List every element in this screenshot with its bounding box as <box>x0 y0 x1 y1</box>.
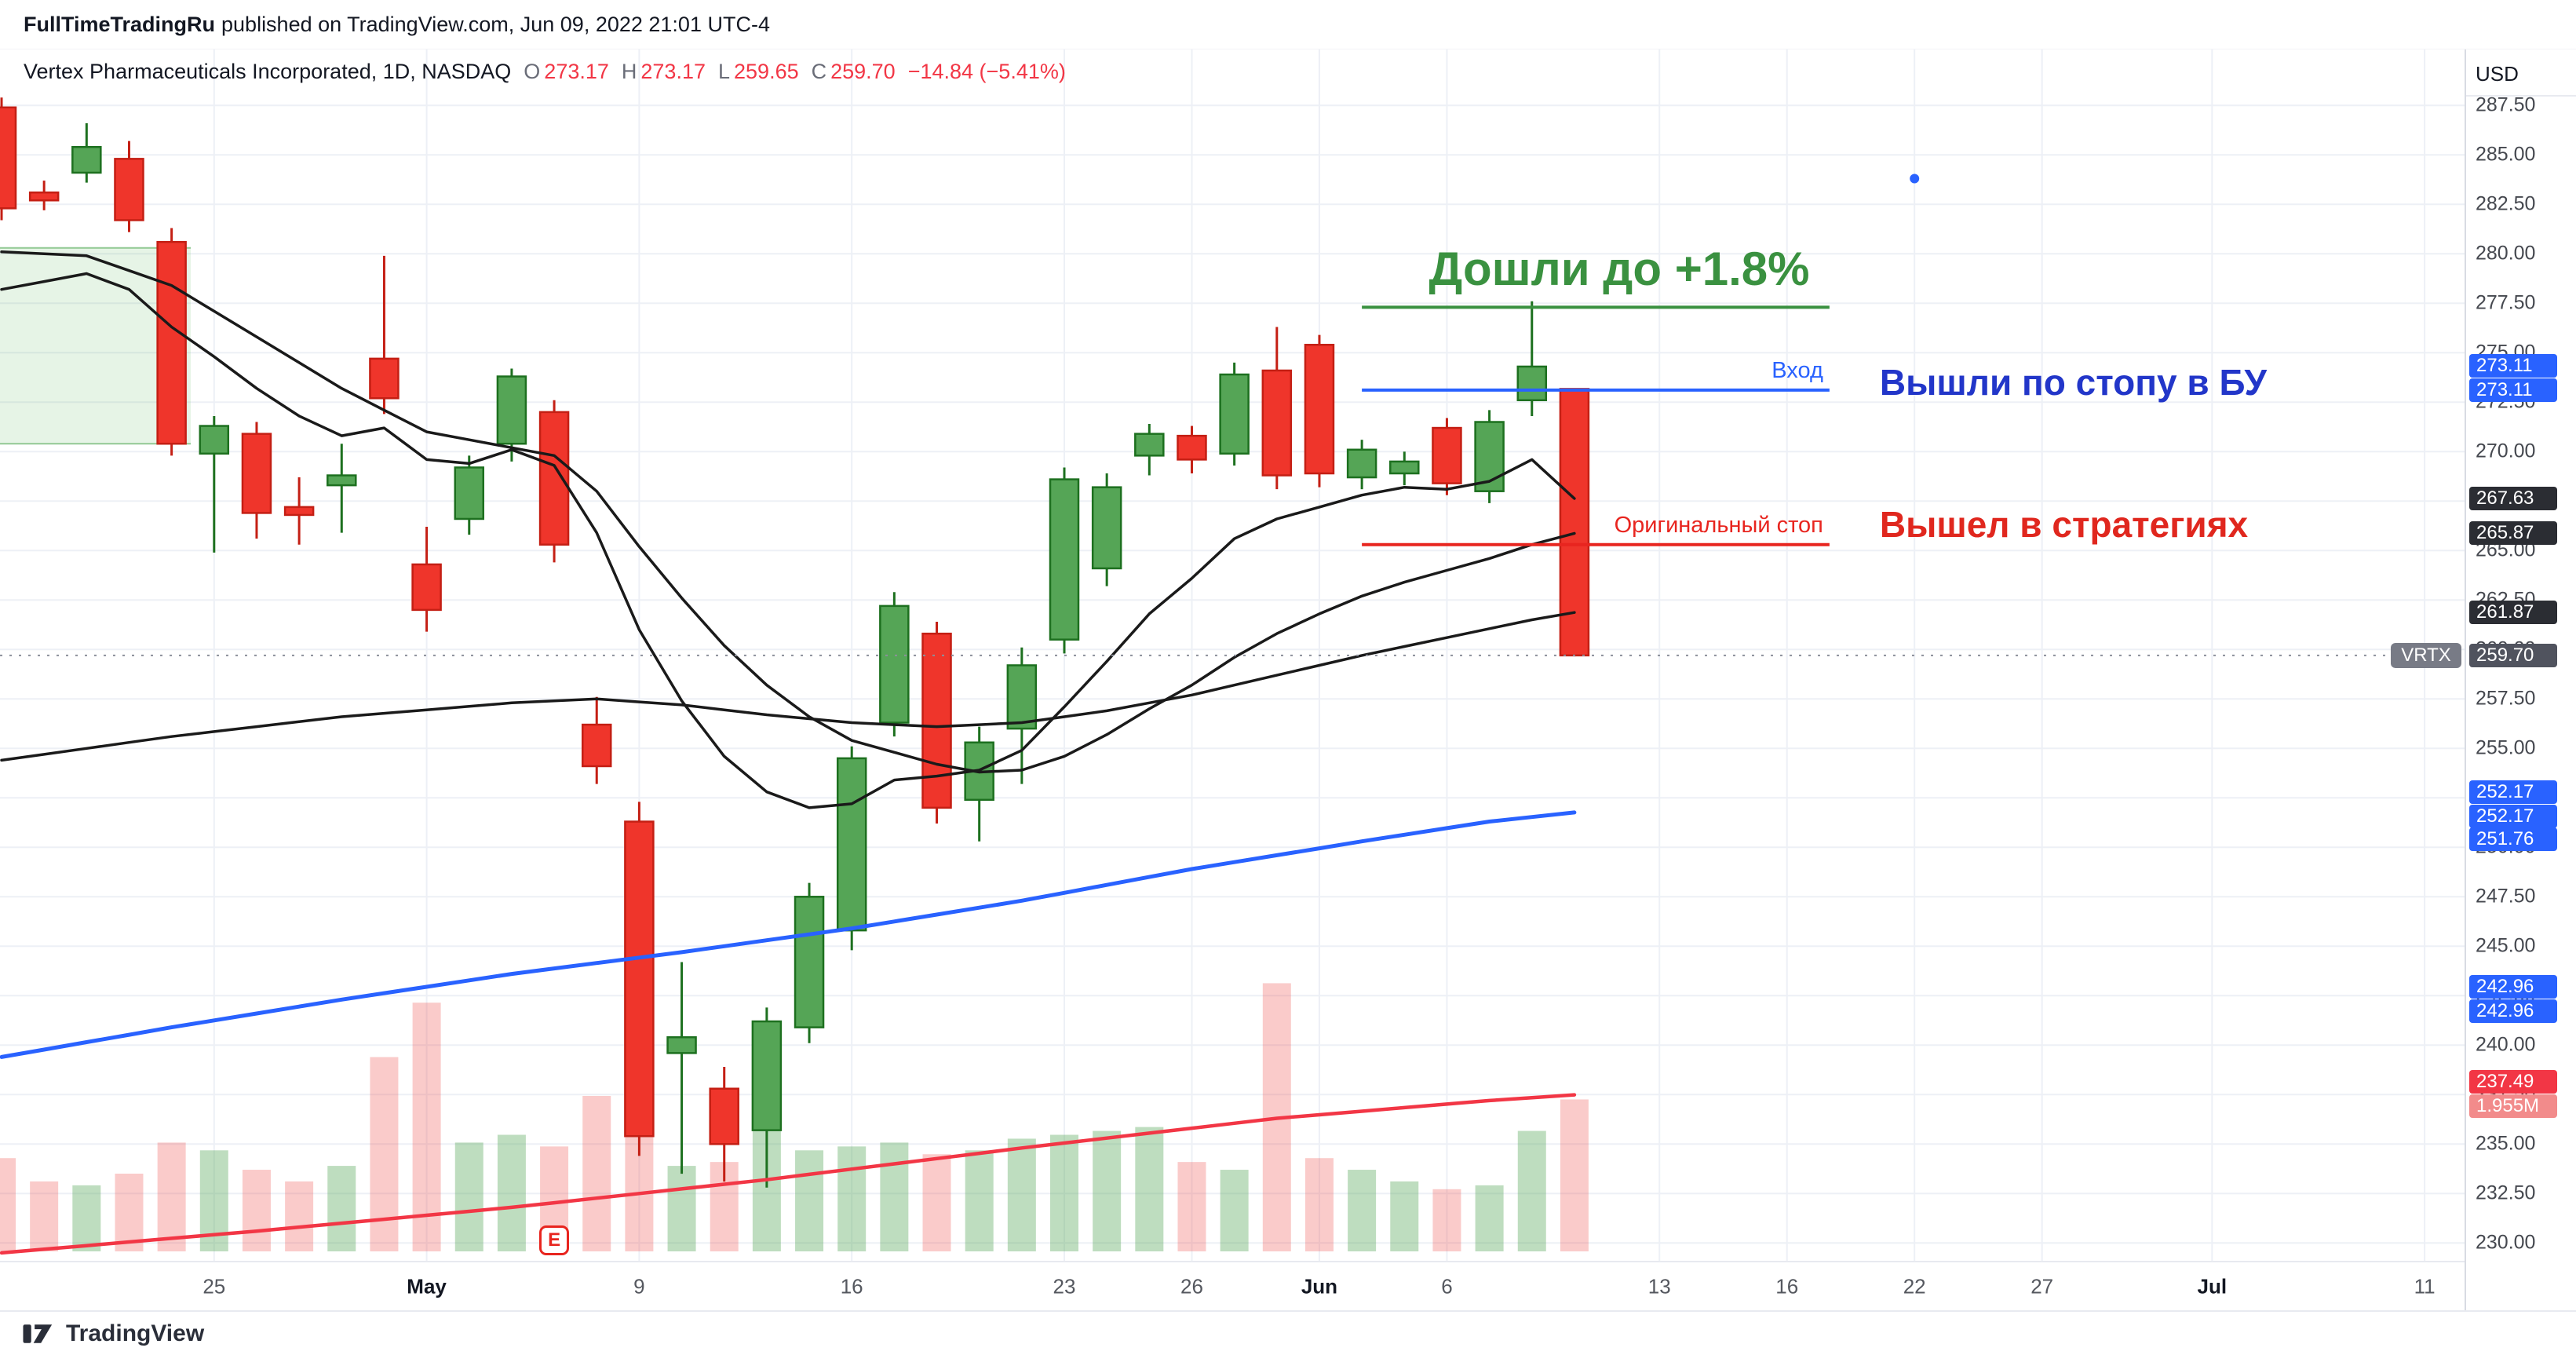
close-value: 259.70 <box>830 60 896 83</box>
price-axis-badge: 259.70 <box>2469 643 2557 667</box>
price-tick-label: 257.50 <box>2476 687 2536 710</box>
time-tick-label: 6 <box>1441 1274 1453 1298</box>
price-tick-label: 232.50 <box>2476 1182 2536 1204</box>
ma-red[interactable] <box>0 1093 1577 1255</box>
stop-line-label[interactable]: Оригинальный стоп <box>1614 512 1823 538</box>
price-axis-badge: 1.955M <box>2469 1094 2557 1118</box>
open-label: O <box>524 60 541 83</box>
time-axis[interactable]: 25 May 9 16 23 26 Jun 6 13 16 22 27 Jul 11 <box>0 1261 2465 1310</box>
tradingview-brand[interactable]: TradingView <box>66 1320 205 1346</box>
time-tick-label: 27 <box>2031 1274 2054 1298</box>
price-tick-label: 230.00 <box>2476 1231 2536 1254</box>
open-value: 273.17 <box>544 60 609 83</box>
price-axis[interactable]: USD 287.50 285.00 282.50 280.00 277.50 275.00… <box>2465 49 2576 1310</box>
time-tick-label: 11 <box>2414 1274 2436 1298</box>
symbol-price-tag: VRTX <box>2391 642 2461 668</box>
price-axis-badge: 273.11 <box>2469 378 2557 402</box>
currency-label: USD <box>2476 62 2519 86</box>
publish-bar: FullTimeTradingRu published on TradingVi… <box>0 0 2576 49</box>
ma-slow-black[interactable] <box>0 611 1576 762</box>
ma-fast-black[interactable] <box>0 272 1576 809</box>
time-tick-label: 23 <box>1053 1274 1076 1298</box>
price-axis-badge: 261.87 <box>2469 601 2557 625</box>
price-axis-badge: 252.17 <box>2469 805 2557 829</box>
price-axis-badge: 237.49 <box>2469 1069 2557 1094</box>
price-tick-label: 277.50 <box>2476 291 2536 314</box>
axis-separator <box>2466 95 2576 97</box>
price-tick-label: 245.00 <box>2476 934 2536 957</box>
ma-blue[interactable] <box>0 810 1577 1059</box>
price-tick-label: 287.50 <box>2476 93 2536 116</box>
levels-layer <box>1362 305 1830 546</box>
price-tick-label: 240.00 <box>2476 1033 2536 1056</box>
close-label: C <box>811 60 827 83</box>
price-axis-badge: 267.63 <box>2469 487 2557 511</box>
high-label: H <box>621 60 637 83</box>
time-tick-label: Jul <box>2197 1274 2228 1298</box>
footer: TradingView <box>0 1310 2576 1355</box>
tradingview-logo-icon[interactable] <box>22 1318 57 1350</box>
time-tick-label: Jun <box>1301 1274 1338 1298</box>
low-label: L <box>717 60 731 83</box>
price-axis-badge: 242.96 <box>2469 974 2557 999</box>
high-value: 273.17 <box>640 60 706 83</box>
price-tick-label: 255.00 <box>2476 736 2536 759</box>
chart-canvas[interactable] <box>0 0 2465 1261</box>
price-axis-badge: 242.96 <box>2469 999 2557 1023</box>
candles-layer <box>0 97 1590 1188</box>
price-axis-badge: 265.87 <box>2469 521 2557 546</box>
entry-line-label[interactable]: Вход <box>1771 357 1823 383</box>
price-axis-badge: 273.11 <box>2469 353 2557 378</box>
author-name[interactable]: FullTimeTradingRu <box>24 12 216 36</box>
ma-layer <box>0 250 1577 1255</box>
low-value: 259.65 <box>734 60 799 83</box>
price-tick-label: 280.00 <box>2476 242 2536 265</box>
blue-dot-drawing <box>1910 173 1920 184</box>
time-tick-label: 9 <box>633 1274 645 1298</box>
time-tick-label: 25 <box>203 1274 226 1298</box>
time-tick-label: 26 <box>1180 1274 1203 1298</box>
ma-mid-black[interactable] <box>0 250 1576 774</box>
time-tick-label: 22 <box>1903 1274 1926 1298</box>
published-text: published on TradingView.com, Jun 09, 20… <box>221 12 770 36</box>
price-axis-badge: 252.17 <box>2469 780 2557 805</box>
time-tick-label: 16 <box>1775 1274 1799 1298</box>
exit-strategies-annotation[interactable]: Вышел в стратегиях <box>1879 503 2249 545</box>
time-tick-label: 16 <box>840 1274 863 1298</box>
change-value: −14.84 (−5.41%) <box>907 60 1066 83</box>
price-tick-label: 247.50 <box>2476 885 2536 908</box>
time-tick-label: 13 <box>1647 1274 1671 1298</box>
symbol-title[interactable]: Vertex Pharmaceuticals Incorporated, 1D,… <box>24 60 512 83</box>
symbol-header: Vertex Pharmaceuticals Incorporated, 1D,… <box>24 60 1066 84</box>
target-annotation-text[interactable]: Дошли до +1.8% <box>1428 243 1810 296</box>
price-tick-label: 235.00 <box>2476 1132 2536 1155</box>
grid-layer <box>0 43 2465 1261</box>
time-tick-label: May <box>407 1274 447 1298</box>
price-tick-label: 270.00 <box>2476 440 2536 462</box>
exit-breakeven-annotation[interactable]: Вышли по стопу в БУ <box>1879 361 2268 403</box>
price-axis-badge: 251.76 <box>2469 827 2557 852</box>
price-tick-label: 282.50 <box>2476 192 2536 215</box>
price-tick-label: 285.00 <box>2476 143 2536 166</box>
earnings-marker[interactable]: E <box>539 1225 570 1255</box>
